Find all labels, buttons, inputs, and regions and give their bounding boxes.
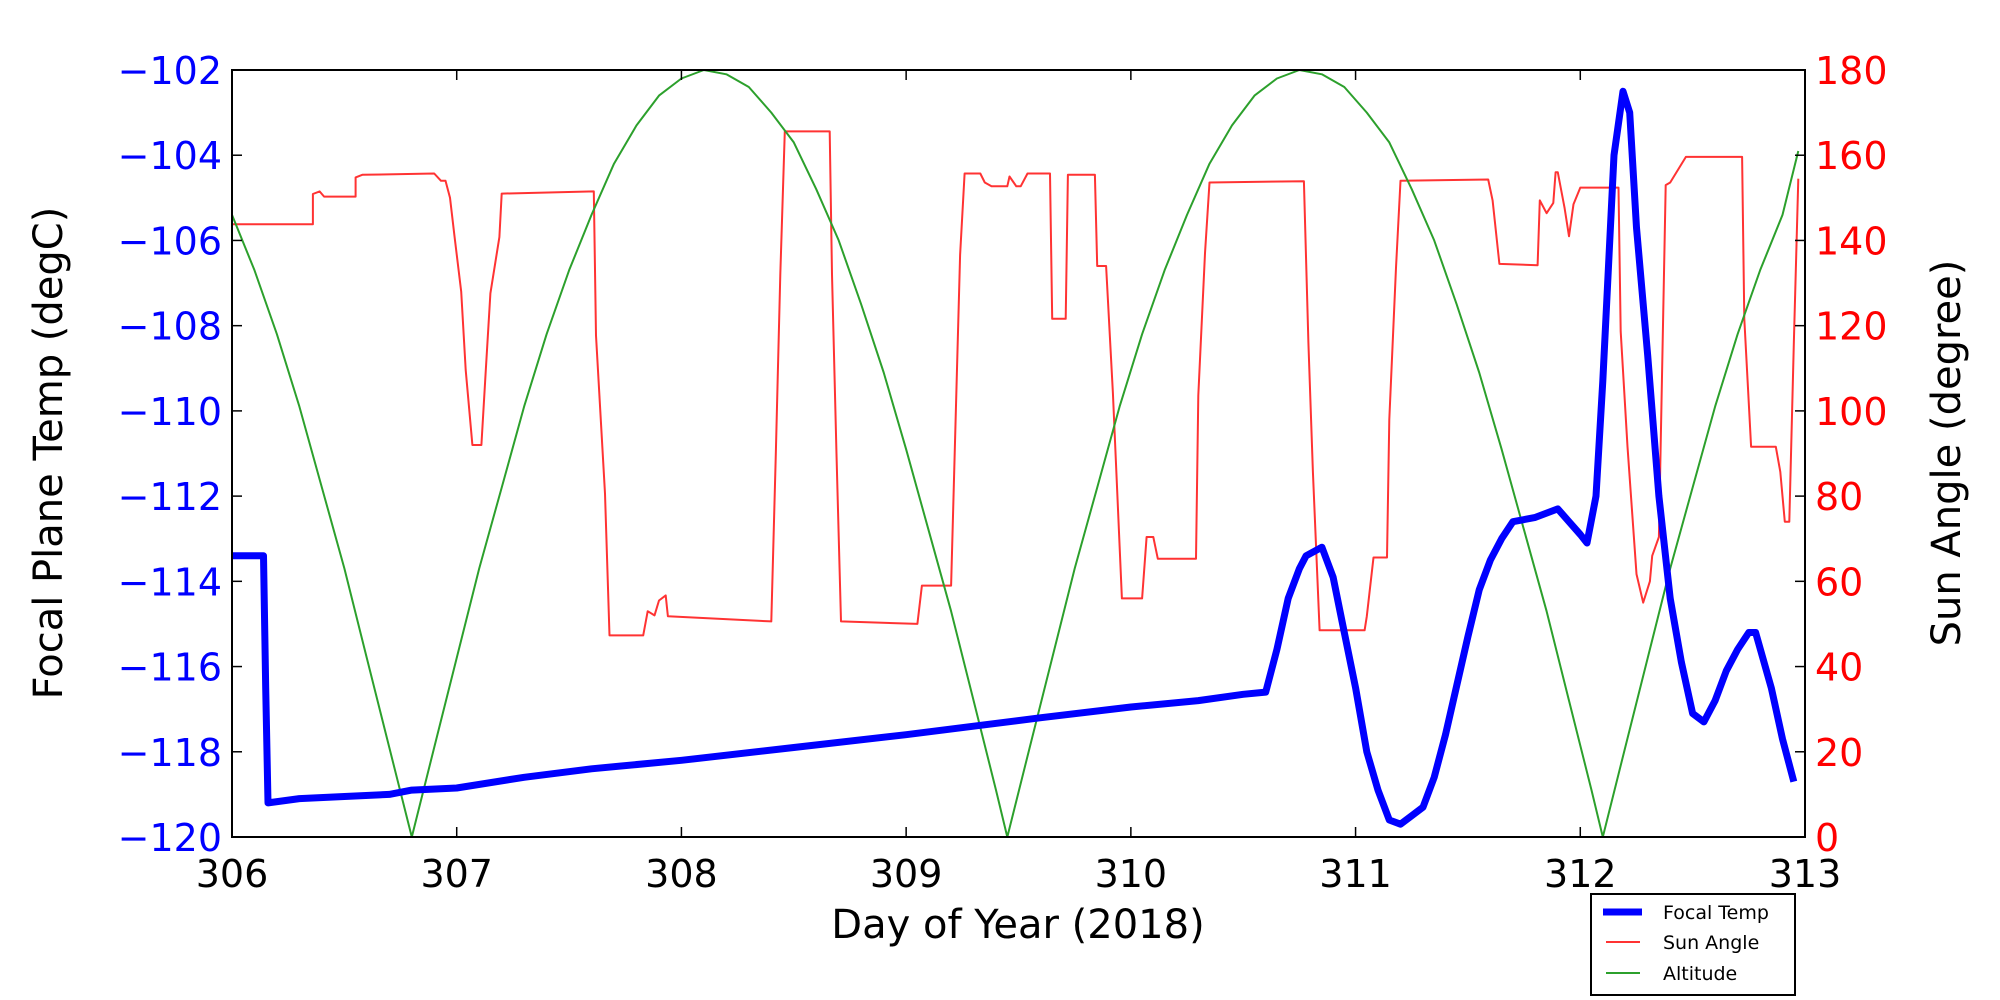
x-tick-label: 310	[1095, 852, 1168, 896]
x-tick-label: 306	[196, 852, 269, 896]
right-tick-label: 60	[1815, 560, 1863, 604]
left-axis-label: Focal Plane Temp (degC)	[26, 207, 72, 700]
right-tick-label: 160	[1815, 134, 1888, 178]
left-tick-label: −106	[118, 219, 222, 263]
left-tick-label: −118	[118, 731, 222, 775]
legend: Focal Temp Sun Angle Altitude	[1590, 893, 1796, 996]
x-axis-label: Day of Year (2018)	[831, 902, 1204, 948]
left-tick-label: −116	[118, 646, 222, 690]
series-line-focal-temp	[232, 87, 1798, 828]
legend-label-focal-temp: Focal Temp	[1663, 902, 1769, 924]
ticks: 306 307 308 309 310 311 312 313 −120 −118 −116 −114…	[118, 49, 1888, 896]
left-tick-label: −114	[118, 560, 222, 604]
right-tick-label: 180	[1815, 49, 1888, 93]
left-tick-label: −108	[118, 305, 222, 349]
legend-label-sun-angle: Sun Angle	[1663, 932, 1759, 954]
x-tick-label: 307	[420, 852, 493, 896]
left-tick-label: −120	[118, 816, 222, 860]
right-tick-label: 140	[1815, 219, 1888, 263]
left-tick-label: −112	[118, 475, 222, 519]
x-tick-label: 313	[1769, 852, 1842, 896]
plot-lines	[231, 69, 1800, 838]
legend-label-altitude: Altitude	[1663, 963, 1737, 985]
left-tick-label: −104	[118, 134, 222, 178]
x-tick-label: 311	[1319, 852, 1392, 896]
x-tick-label: 309	[870, 852, 943, 896]
right-tick-label: 20	[1815, 731, 1863, 775]
left-tick-label: −110	[118, 390, 222, 434]
right-tick-label: 100	[1815, 390, 1888, 434]
series-line-altitude	[231, 69, 1800, 838]
right-axis-label: Sun Angle (degree)	[1924, 260, 1970, 647]
series-line-sun-angle	[232, 130, 1800, 637]
x-tick-label: 312	[1544, 852, 1617, 896]
right-tick-label: 120	[1815, 305, 1888, 349]
plot-frame	[231, 69, 1806, 838]
right-tick-label: 40	[1815, 646, 1863, 690]
left-tick-label: −102	[118, 49, 222, 93]
right-tick-label: 80	[1815, 475, 1863, 519]
x-tick-label: 308	[645, 852, 718, 896]
right-tick-label: 0	[1815, 816, 1839, 860]
